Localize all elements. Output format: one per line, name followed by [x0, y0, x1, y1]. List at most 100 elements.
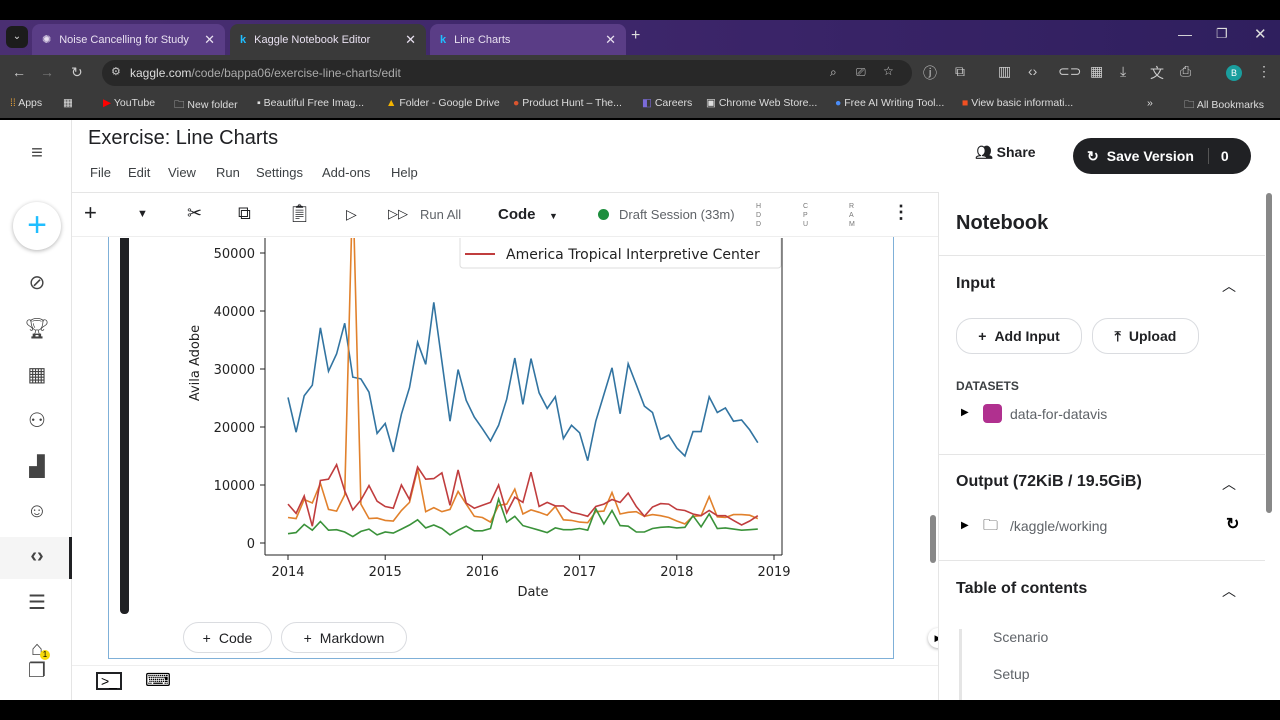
profile-avatar[interactable]: B — [1226, 65, 1242, 81]
minimize-button[interactable]: — — [1178, 26, 1192, 42]
add-input-button[interactable]: + Add Input — [956, 318, 1082, 354]
menu-run[interactable]: Run — [216, 165, 240, 180]
session-status[interactable]: Draft Session (33m) — [619, 207, 735, 222]
url-input[interactable]: ⚙ kaggle.com/code/bappa06/exercise-line-… — [102, 60, 912, 86]
close-tab-icon[interactable]: ✕ — [204, 31, 215, 47]
careers-icon: ◧ — [642, 97, 652, 109]
paste-icon[interactable]: 📋︎ — [288, 203, 311, 223]
models-icon[interactable]: ⚇ — [28, 410, 46, 432]
discussion-icon[interactable]: ☰ — [28, 592, 46, 614]
run-cell-icon[interactable]: ▷ — [346, 206, 357, 222]
print-icon[interactable]: ⎙ — [1180, 63, 1192, 79]
output-folder[interactable]: /kaggle/working — [1010, 518, 1108, 534]
run-all-button[interactable]: Run All — [420, 207, 462, 222]
back-icon[interactable]: ← — [12, 64, 26, 80]
trophy-icon[interactable]: 🏆︎ — [24, 318, 50, 340]
menu-addons[interactable]: Add-ons — [322, 165, 371, 180]
bookmark-product-hunt[interactable]: ● Product Hunt – The... — [513, 97, 622, 109]
star-icon[interactable]: ☆ — [883, 64, 894, 78]
hamburger-menu-icon[interactable]: ≡ — [31, 142, 43, 164]
menu-view[interactable]: View — [168, 165, 196, 180]
reload-icon[interactable]: ↻ — [71, 64, 83, 80]
all-bookmarks[interactable]: 🗀 All Bookmarks — [1184, 99, 1264, 111]
output-cell[interactable] — [108, 237, 894, 659]
tab-groups-icon[interactable]: ▦ — [63, 97, 73, 109]
more-bookmarks-icon[interactable]: » — [1147, 97, 1153, 109]
bookmark-chrome-store[interactable]: ▣ Chrome Web Store... — [706, 97, 818, 109]
qr-icon[interactable]: ▦ — [1090, 63, 1104, 79]
translate-icon[interactable]: 文 — [1150, 65, 1164, 81]
refresh-icon[interactable]: ↻ — [1226, 516, 1240, 533]
robot-icon[interactable]: ☺ — [26, 500, 48, 522]
link-icon[interactable]: ⊂⊃ — [1058, 63, 1082, 79]
extension-icon[interactable]: ⓙ — [923, 65, 937, 81]
more-icon[interactable]: ❐ — [28, 660, 46, 682]
download-icon[interactable]: ⤓ — [1120, 63, 1127, 79]
more-options-icon[interactable]: ⋮ — [892, 202, 910, 222]
chart-icon[interactable]: ▟ — [29, 456, 45, 478]
forward-icon[interactable]: → — [40, 64, 54, 80]
site-info-icon[interactable]: ⚙ — [111, 66, 121, 78]
notebook-scrollbar-thumb[interactable] — [930, 515, 936, 563]
tab-kaggle-editor[interactable]: k Kaggle Notebook Editor ✕ — [230, 24, 426, 55]
new-tab-button[interactable]: + — [631, 27, 641, 44]
expand-arrow-icon[interactable]: ▶ — [961, 520, 969, 531]
toc-item-setup[interactable]: Setup — [993, 666, 1030, 682]
chevron-up-icon[interactable]: ︿ — [1222, 583, 1236, 599]
tab-noise-cancelling[interactable]: ✺ Noise Cancelling for Study ✕ — [32, 24, 225, 55]
code-icon[interactable]: ‹› — [1028, 63, 1038, 79]
menu-file[interactable]: File — [90, 165, 111, 180]
chevron-up-icon[interactable]: ︿ — [1222, 278, 1236, 294]
chevron-down-icon[interactable]: ▼ — [549, 211, 558, 221]
tab-search-button[interactable]: ⌄ — [6, 26, 28, 48]
install-icon[interactable]: ⎚ — [856, 65, 866, 79]
bookmark-view-basic[interactable]: ■ View basic informati... — [962, 97, 1074, 109]
add-code-cell-button[interactable]: + Code — [183, 622, 272, 653]
add-markdown-cell-button[interactable]: + Markdown — [281, 622, 407, 653]
menu-edit[interactable]: Edit — [128, 165, 151, 180]
toc-item-scenario[interactable]: Scenario — [993, 629, 1049, 645]
toc-section-header[interactable]: Table of contents — [956, 580, 1088, 597]
bookmark-new-folder[interactable]: 🗀 New folder — [174, 99, 238, 111]
close-window-button[interactable]: ✕ — [1254, 26, 1267, 43]
share-button[interactable]: 👥︎ Share — [975, 144, 1036, 160]
bookmark-ai-writing[interactable]: ● Free AI Writing Tool... — [835, 97, 945, 109]
puzzle-icon[interactable]: ⧉ — [955, 63, 965, 79]
bookmark-youtube[interactable]: ▶ YouTube — [103, 97, 156, 109]
compass-icon[interactable]: ⊘ — [28, 272, 46, 294]
cell-type-select[interactable]: Code — [498, 206, 536, 223]
save-version-button[interactable]: ↻ Save Version 0 — [1073, 138, 1251, 174]
bookmark-google-drive[interactable]: ▲ Folder - Google Drive — [386, 97, 500, 109]
upload-button[interactable]: ⤒ Upload — [1092, 318, 1199, 354]
reader-icon[interactable]: ▥ — [998, 63, 1012, 79]
notebook-title[interactable]: Exercise: Line Charts — [88, 127, 279, 149]
create-button[interactable]: + — [13, 202, 61, 250]
datasets-icon[interactable]: ▦ — [27, 364, 47, 386]
add-cell-icon[interactable]: + — [84, 200, 97, 225]
cell-collapse-bar[interactable] — [120, 238, 129, 614]
input-section-header[interactable]: Input — [956, 275, 996, 292]
close-tab-icon[interactable]: ✕ — [605, 31, 616, 47]
copy-icon[interactable]: ⧉ — [238, 203, 251, 223]
dropdown-icon[interactable]: ▼ — [137, 208, 148, 220]
menu-settings[interactable]: Settings — [256, 165, 303, 180]
keyboard-icon[interactable]: ⌨ — [145, 670, 171, 690]
dataset-item[interactable]: data-for-datavis — [1010, 406, 1108, 422]
console-icon[interactable]: >_ — [96, 672, 122, 690]
code-nav-item[interactable]: ‹› — [0, 537, 72, 579]
restore-button[interactable]: ❐ — [1216, 26, 1228, 41]
run-all-icon[interactable]: ▷▷ — [388, 206, 408, 221]
chevron-up-icon[interactable]: ︿ — [1222, 476, 1236, 492]
close-tab-icon[interactable]: ✕ — [405, 31, 416, 47]
output-section-header[interactable]: Output (72KiB / 19.5GiB) — [956, 473, 1142, 490]
bookmark-careers[interactable]: ◧ Careers — [642, 97, 693, 109]
bookmark-apps[interactable]: ⁞⁞ Apps — [10, 97, 43, 109]
scrollbar-thumb[interactable] — [1266, 193, 1272, 513]
zoom-icon[interactable]: ⌕ — [830, 65, 837, 79]
menu-help[interactable]: Help — [391, 165, 418, 180]
cut-icon[interactable]: ✂ — [187, 203, 203, 223]
menu-dots-icon[interactable]: ⋮ — [1257, 63, 1271, 79]
expand-arrow-icon[interactable]: ▶ — [961, 407, 969, 418]
tab-line-charts[interactable]: k Line Charts ✕ — [430, 24, 626, 55]
bookmark-free-images[interactable]: ▪ Beautiful Free Imag... — [257, 97, 365, 109]
